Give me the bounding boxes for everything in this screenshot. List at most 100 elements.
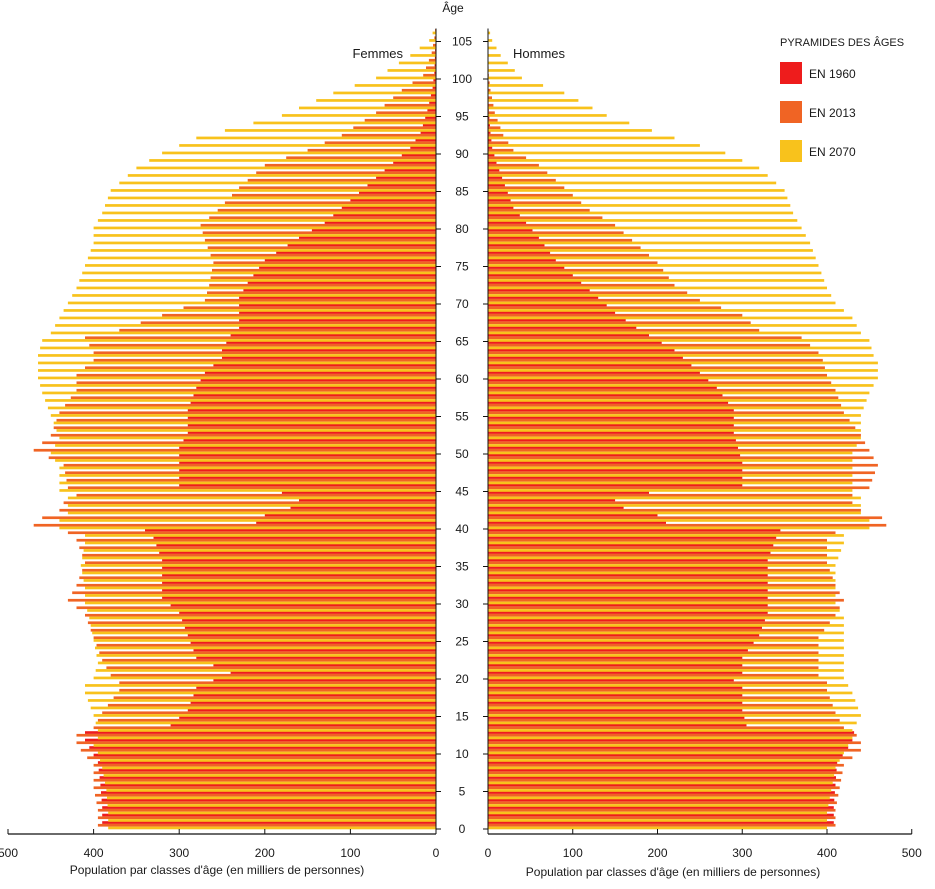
bar-femmes-2070-age-23 [96, 654, 436, 657]
legend-swatch-2070 [780, 140, 802, 162]
bar-hommes-1960-age-71 [488, 288, 590, 292]
bar-femmes-2013-age-52 [50, 433, 437, 437]
bar-hommes-2070-age-84 [488, 196, 788, 200]
bar-femmes-1960-age-16 [190, 701, 436, 704]
bar-femmes-2070-age-8 [102, 766, 436, 770]
bar-hommes-2013-age-36 [488, 553, 827, 557]
bar-femmes-2070-age-39 [85, 534, 436, 537]
bar-femmes-2070-age-24 [95, 646, 436, 650]
bar-femmes-1960-age-63 [222, 348, 436, 352]
bar-femmes-2070-age-85 [110, 189, 436, 192]
bar-femmes-2070-age-45 [59, 489, 437, 492]
bar-hommes-1960-age-1 [488, 813, 834, 817]
bar-hommes-2013-age-61 [488, 366, 825, 370]
bar-hommes-2013-age-86 [488, 178, 556, 182]
bar-femmes-1960-age-73 [253, 273, 436, 277]
x-tick-label-right-500: 500 [902, 846, 922, 860]
bar-hommes-2070-age-91 [488, 144, 700, 147]
bar-hommes-2070-age-18 [488, 691, 853, 695]
bar-femmes-2013-age-41 [42, 516, 436, 520]
bar-femmes-2070-age-68 [59, 316, 437, 320]
bar-femmes-2013-age-87 [256, 171, 436, 175]
bar-femmes-2013-age-4 [95, 793, 436, 797]
bar-femmes-1960-age-37 [156, 543, 436, 547]
bar-femmes-1960-age-88 [393, 161, 436, 164]
bar-femmes-2013-age-65 [85, 336, 436, 340]
bar-hommes-2013-age-96 [488, 103, 494, 107]
legend-label-2013: EN 2013 [809, 106, 856, 120]
bar-femmes-2070-age-40 [59, 526, 437, 530]
bar-femmes-2013-age-6 [93, 778, 436, 782]
bar-femmes-1960-age-66 [239, 326, 436, 329]
bar-femmes-2070-age-90 [162, 151, 436, 155]
bar-femmes-2013-age-32 [76, 583, 436, 587]
bar-femmes-2013-age-90 [307, 148, 436, 152]
bar-hommes-2013-age-14 [488, 718, 840, 722]
bar-femmes-1960-age-92 [420, 131, 436, 134]
bar-hommes-2013-age-0 [488, 823, 836, 827]
bar-femmes-2013-age-46 [66, 478, 436, 482]
bar-hommes-2013-age-57 [488, 396, 839, 400]
bar-femmes-2070-age-60 [38, 376, 436, 380]
bar-femmes-1960-age-85 [367, 183, 436, 187]
bar-hommes-1960-age-34 [488, 566, 768, 569]
bar-femmes-1960-age-26 [184, 626, 436, 629]
bar-femmes-1960-age-25 [187, 633, 436, 637]
bar-femmes-1960-age-52 [187, 431, 436, 434]
bar-hommes-1960-age-4 [488, 791, 835, 794]
bar-hommes-2013-age-38 [488, 538, 827, 542]
bar-femmes-1960-age-79 [311, 228, 436, 232]
bar-hommes-2070-age-19 [488, 684, 849, 687]
bar-hommes-1960-age-14 [488, 716, 745, 719]
bar-hommes-2013-age-69 [488, 306, 722, 310]
bar-hommes-2013-age-2 [488, 808, 836, 812]
bar-femmes-2070-age-13 [97, 729, 437, 732]
bar-femmes-2013-age-39 [67, 531, 437, 535]
bar-hommes-1960-age-82 [488, 206, 514, 209]
bar-femmes-2013-age-40 [33, 523, 436, 527]
bar-hommes-2013-age-48 [488, 463, 878, 467]
bar-femmes-2070-age-35 [80, 564, 437, 567]
bar-femmes-2013-age-2 [97, 808, 437, 812]
legend-swatch-1960 [780, 62, 802, 84]
bar-femmes-2070-age-94 [253, 121, 436, 125]
bar-femmes-1960-age-57 [193, 393, 436, 397]
bar-femmes-1960-age-71 [243, 288, 436, 292]
bar-femmes-2070-age-17 [87, 699, 437, 702]
bar-femmes-2013-age-83 [224, 201, 436, 205]
bar-femmes-2070-age-1 [108, 819, 436, 822]
bar-hommes-2013-age-54 [488, 418, 850, 422]
bar-femmes-2013-age-17 [113, 696, 436, 700]
bar-hommes-2070-age-8 [488, 766, 836, 770]
bar-femmes-2013-age-8 [93, 763, 436, 767]
bar-hommes-2013-age-87 [488, 171, 548, 175]
bar-hommes-2013-age-10 [488, 748, 861, 752]
bar-femmes-1960-age-62 [222, 356, 436, 359]
bar-hommes-2013-age-63 [488, 351, 819, 355]
bar-hommes-1960-age-23 [488, 648, 748, 652]
bar-femmes-2013-age-102 [428, 58, 436, 62]
bar-femmes-1960-age-93 [422, 123, 436, 127]
bar-femmes-2070-age-72 [76, 286, 436, 290]
bar-hommes-2013-age-13 [488, 726, 844, 730]
bar-hommes-2013-age-74 [488, 268, 664, 272]
bar-femmes-1960-age-24 [190, 641, 436, 644]
bar-femmes-1960-age-31 [162, 588, 436, 592]
bar-femmes-1960-age-41 [264, 513, 436, 517]
bar-hommes-2070-age-24 [488, 646, 844, 650]
bar-femmes-2013-age-23 [99, 651, 437, 655]
bar-hommes-2070-age-4 [488, 796, 830, 800]
bar-femmes-2013-age-45 [67, 486, 437, 490]
bar-hommes-1960-age-56 [488, 401, 729, 404]
bar-hommes-1960-age-88 [488, 161, 497, 164]
bar-hommes-2013-age-19 [488, 681, 827, 685]
bar-femmes-1960-age-14 [179, 716, 436, 719]
legend-swatch-2013 [780, 101, 802, 123]
age-tick-label-30: 30 [455, 597, 469, 611]
bar-femmes-2013-age-3 [96, 801, 436, 805]
bar-hommes-1960-age-24 [488, 641, 754, 644]
bar-hommes-1960-age-2 [488, 806, 834, 809]
bar-femmes-2070-age-31 [85, 594, 436, 597]
bar-femmes-2070-age-73 [79, 279, 437, 282]
bar-hommes-2013-age-84 [488, 193, 573, 197]
